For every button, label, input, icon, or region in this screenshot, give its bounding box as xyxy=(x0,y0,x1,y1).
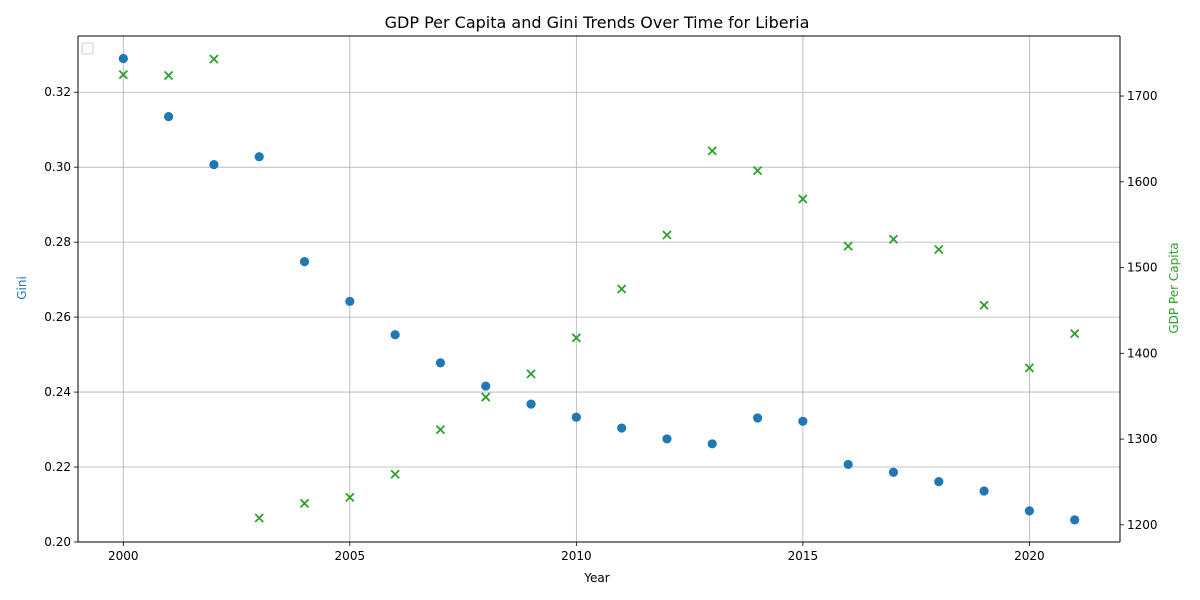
y-left-tick-label: 0.32 xyxy=(44,85,71,99)
gdp-point-stroke xyxy=(888,234,899,244)
gdp-point-stroke xyxy=(1024,363,1035,373)
gdp-point xyxy=(798,194,808,204)
gini-point xyxy=(209,159,219,170)
gdp-point-stroke xyxy=(118,69,128,80)
y-right-tick-label: 1400 xyxy=(1127,346,1158,360)
y-left-tick-label: 0.20 xyxy=(44,535,71,549)
gdp-point-stroke xyxy=(617,284,627,294)
y-right-tick-label: 1600 xyxy=(1127,175,1158,189)
gdp-point-stroke xyxy=(209,54,219,64)
y-left-tick-label: 0.26 xyxy=(44,310,71,324)
gini-point xyxy=(662,434,672,444)
x-tick-label: 2010 xyxy=(561,549,592,563)
gini-point xyxy=(798,416,808,426)
gdp-point xyxy=(390,469,400,479)
gdp-point xyxy=(163,70,174,81)
y-axis-right-label: GDP Per Capita xyxy=(1167,242,1181,333)
gini-point xyxy=(299,257,310,267)
gini-point xyxy=(118,53,128,64)
gini-point xyxy=(707,439,717,449)
gdp-point xyxy=(209,54,219,64)
gini-point xyxy=(1024,506,1034,516)
gini-point xyxy=(888,467,899,477)
gdp-point xyxy=(1070,328,1080,339)
x-tick-label: 2000 xyxy=(108,549,139,563)
y-left-tick-label: 0.28 xyxy=(44,235,71,249)
gdp-point-stroke xyxy=(707,146,717,156)
y-right-tick-label: 1200 xyxy=(1127,518,1158,532)
gdp-point-stroke xyxy=(481,392,491,402)
gini-point xyxy=(617,423,627,433)
gdp-point xyxy=(617,284,627,294)
gdp-point-stroke xyxy=(752,166,763,176)
gini-point xyxy=(481,381,491,391)
gini-point xyxy=(526,399,536,409)
gini-point xyxy=(843,459,853,470)
gdp-point xyxy=(888,234,899,244)
legend-box xyxy=(81,42,94,55)
gdp-point-stroke xyxy=(571,333,581,343)
y-right-tick-label: 1500 xyxy=(1127,261,1158,275)
gdp-point xyxy=(254,513,264,523)
gdp-point-stroke xyxy=(345,492,355,503)
gdp-point xyxy=(752,166,763,176)
gdp-point xyxy=(707,146,717,156)
gini-point xyxy=(254,152,264,162)
axes xyxy=(77,35,1121,543)
gini-point xyxy=(345,296,355,306)
gdp-point-stroke xyxy=(662,230,672,240)
y-right-tick-label: 1700 xyxy=(1127,89,1158,103)
gdp-point xyxy=(1024,363,1035,373)
y-left-tick-label: 0.22 xyxy=(44,460,71,474)
gdp-point xyxy=(571,333,581,343)
y-left-tick-label: 0.30 xyxy=(44,160,71,174)
gdp-point xyxy=(662,230,672,240)
x-tick-label: 2015 xyxy=(788,549,819,563)
gdp-point-stroke xyxy=(798,194,808,204)
gdp-point xyxy=(299,498,310,509)
gdp-point xyxy=(934,244,944,255)
gdp-point-stroke xyxy=(435,425,446,435)
gdp-point-stroke xyxy=(254,513,264,523)
gini-point xyxy=(934,477,944,487)
gdp-point-stroke xyxy=(843,241,853,251)
gini-point xyxy=(1070,515,1080,525)
gdp-point xyxy=(481,392,491,402)
gdp-point-stroke xyxy=(390,469,400,479)
ticks: 2000 2005 2010 2015 2020 0.20 0.22 0.24 0.26 0.28… xyxy=(44,85,1157,563)
gdp-point-stroke xyxy=(299,498,310,509)
gdp-point xyxy=(118,69,128,80)
gdp-point-stroke xyxy=(163,70,174,81)
y-left-tick-label: 0.24 xyxy=(44,385,71,399)
gdp-point xyxy=(435,425,446,435)
gini-point xyxy=(435,358,446,368)
x-tick-label: 2005 xyxy=(335,549,366,563)
grid xyxy=(78,36,1120,543)
gini-point xyxy=(571,412,581,422)
gini-point xyxy=(752,413,763,423)
gdp-point-stroke xyxy=(526,369,536,379)
data-points xyxy=(118,53,1080,525)
gini-point xyxy=(979,486,989,496)
gdp-point-stroke xyxy=(934,244,944,255)
gdp-point xyxy=(979,300,989,310)
chart-title: GDP Per Capita and Gini Trends Over Time… xyxy=(385,13,810,32)
x-axis-label: Year xyxy=(583,571,609,585)
gdp-point xyxy=(526,369,536,379)
gdp-point-stroke xyxy=(979,300,989,310)
y-right-tick-label: 1300 xyxy=(1127,432,1158,446)
gini-point xyxy=(390,330,400,340)
y-axis-left-label: Gini xyxy=(15,276,29,300)
gini-point xyxy=(164,111,174,122)
gdp-point xyxy=(843,241,853,251)
x-tick-label: 2020 xyxy=(1014,549,1045,563)
gdp-point-stroke xyxy=(1070,328,1080,339)
gdp-point xyxy=(345,492,355,503)
